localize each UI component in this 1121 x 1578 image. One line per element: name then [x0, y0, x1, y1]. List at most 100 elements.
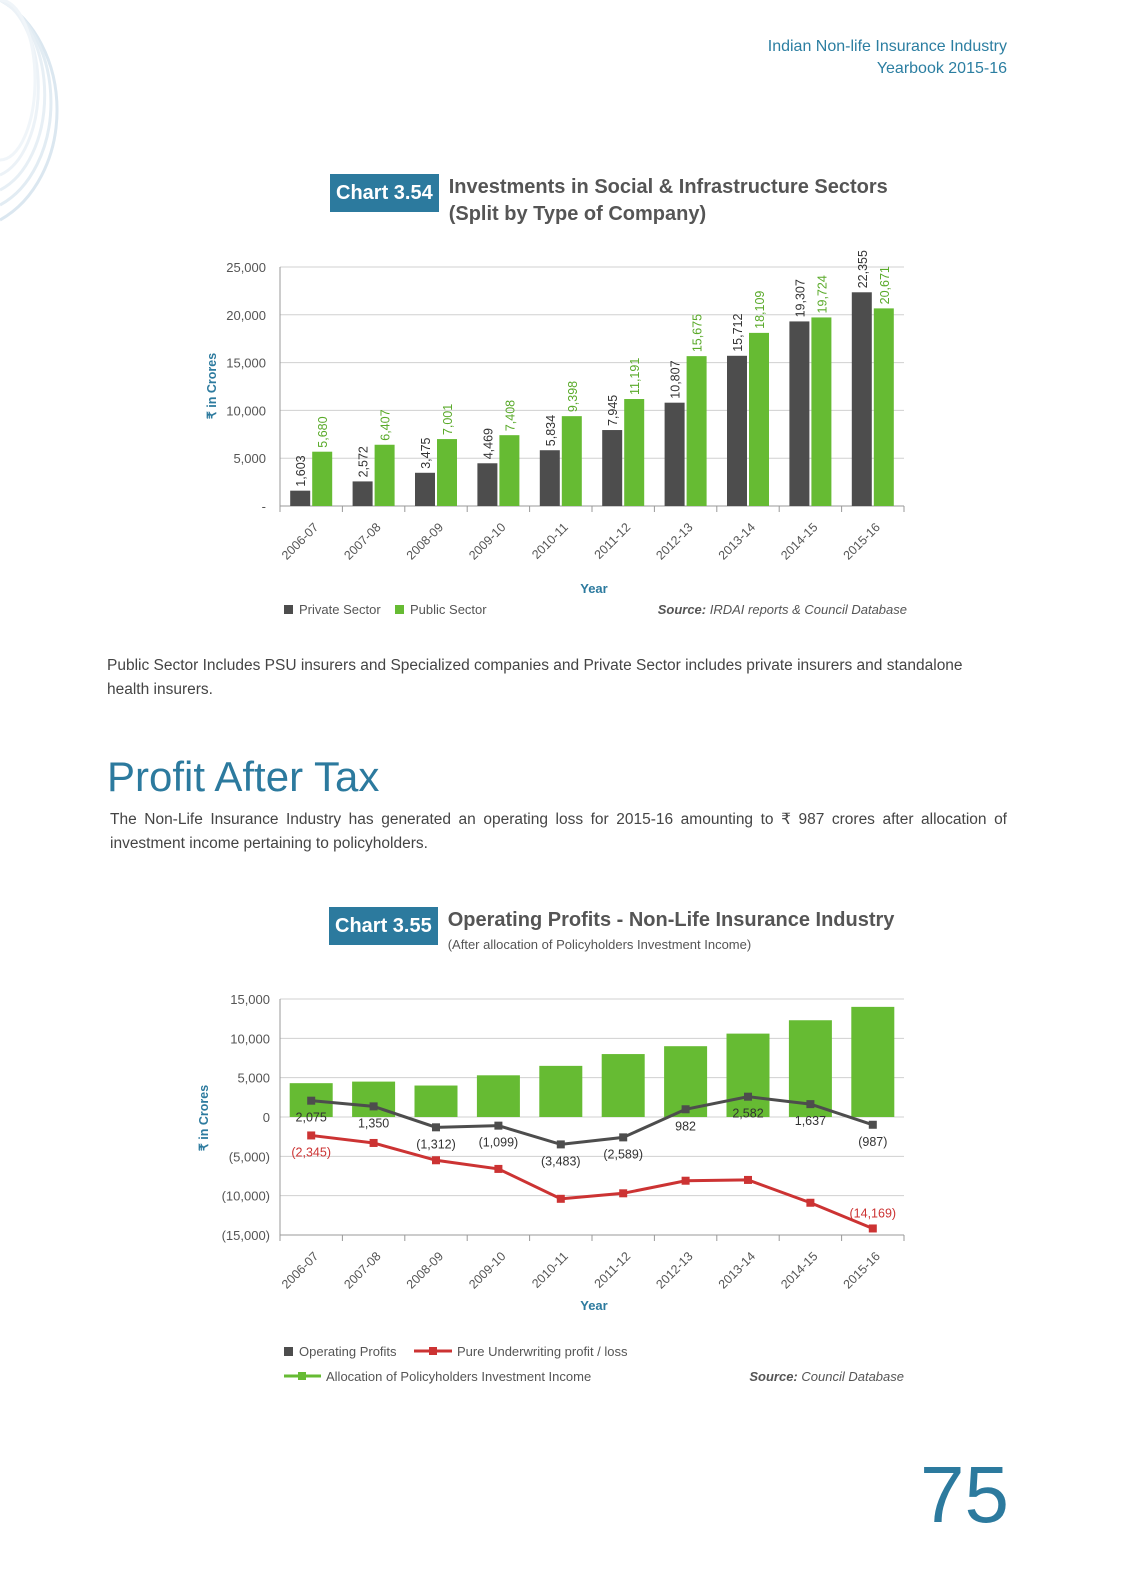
chart1-heading: Investments in Social & Infrastructure S… [449, 174, 888, 228]
chart2-legend-operating-profits: Operating Profits [299, 1344, 397, 1359]
chart1-data-label-public: 7,408 [503, 400, 517, 431]
chart2-source: Source: Council Database [749, 1369, 904, 1384]
chart2-point-operating-profits [744, 1092, 752, 1101]
chart2-data-label-operating-profits: (3,483) [541, 1154, 581, 1168]
chart1-bar-private [352, 481, 373, 506]
chart2-xtick-label: 2008-09 [404, 1249, 446, 1291]
chart1-bar-private [539, 450, 560, 506]
chart1-ytick-label: - [262, 499, 266, 514]
chart2-legend-swatch-operating-profits [284, 1347, 293, 1356]
page-number: 75 [920, 1450, 1009, 1539]
chart1-xtick-label: 2011-12 [592, 520, 634, 562]
chart1-bar-public [873, 308, 894, 506]
chart2-point-underwriting [681, 1176, 690, 1185]
chart2-bar-investment-income [476, 1075, 520, 1117]
chart2-xtick-label: 2011-12 [592, 1249, 634, 1291]
chart2-ytick-label: (5,000) [229, 1149, 270, 1164]
chart1-data-label-public: 9,398 [566, 381, 580, 412]
chart1-ylabel: ₹ in Crores [205, 353, 219, 419]
chart1-bar-public [686, 356, 707, 506]
chart2-data-label-operating-profits: 2,075 [296, 1111, 327, 1125]
chart1-data-label-private: 15,712 [731, 314, 745, 352]
chart1-xtick-label: 2007-08 [341, 520, 383, 562]
chart2-point-operating-profits [369, 1102, 378, 1111]
chart1-ytick-label: 25,000 [226, 260, 266, 275]
chart1-source: Source: IRDAI reports & Council Database [658, 602, 907, 617]
chart1-data-label-private: 2,572 [357, 446, 371, 477]
chart1-data-label-private: 19,307 [793, 279, 807, 317]
chart2-badge: Chart 3.55 [329, 907, 438, 945]
chart2-heading: Operating Profits - Non-Life Insurance I… [448, 907, 895, 954]
chart2-legend-swatch-underwriting [429, 1347, 437, 1355]
chart1-bar-public [437, 439, 457, 506]
chart1-data-label-public: 6,407 [379, 409, 393, 440]
chart1-xtick-label: 2008-09 [404, 520, 446, 562]
chart1-data-label-private: 7,945 [606, 395, 620, 426]
chart2-xtick-label: 2007-08 [341, 1249, 383, 1291]
chart1-legend-public: Public Sector [410, 602, 487, 617]
chart2-data-label-operating-profits: (1,312) [416, 1137, 456, 1151]
chart1-bar-private [851, 292, 872, 506]
chart1-data-label-public: 20,671 [878, 266, 892, 304]
chart2-point-operating-profits [556, 1140, 565, 1149]
chart1-data-label-private: 4,469 [481, 428, 495, 459]
chart2-data-label-operating-profits: (987) [858, 1135, 887, 1149]
chart2-source-text: Council Database [801, 1369, 904, 1384]
chart1-title-block: Chart 3.54 Investments in Social & Infra… [330, 174, 888, 228]
chart1-source-text: IRDAI reports & Council Database [710, 602, 907, 617]
chart1-data-label-public: 11,191 [628, 358, 642, 395]
chart2-point-underwriting [432, 1156, 440, 1165]
chart2-xtick-label: 2012-13 [653, 1249, 695, 1291]
chart1-svg: - 5,000 10,000 15,000 20,000 25,000 1,603 5,680… [205, 250, 907, 617]
chart2-bar-investment-income [851, 1006, 895, 1117]
chart1-title-line2: (Split by Type of Company) [448, 203, 707, 225]
chart2-point-underwriting [619, 1189, 628, 1198]
chart1-data-label-public: 7,001 [441, 404, 455, 435]
chart1-bar-public [624, 399, 645, 506]
chart2-xtick-label: 2015-16 [841, 1249, 883, 1291]
chart2-line-underwriting [311, 1133, 874, 1230]
chart2-ytick-label: (15,000) [222, 1228, 270, 1243]
chart2-ytick-label: (10,000) [222, 1189, 270, 1204]
chart2-bar-investment-income [726, 1033, 770, 1117]
chart1-ytick-label: 5,000 [233, 451, 266, 466]
chart1-bar-public [811, 317, 832, 506]
chart2-point-underwriting [806, 1198, 815, 1207]
chart2-svg: (15,000) (10,000) (5,000) 0 5,000 10,000 15,00… [197, 992, 905, 1384]
chart1-bar-public [374, 444, 395, 506]
chart2-point-operating-profits [806, 1100, 815, 1109]
chart2-point-underwriting [868, 1224, 877, 1233]
chart2-point-underwriting [744, 1175, 752, 1184]
chart1-title-line1: Investments in Social & Infrastructure S… [448, 176, 888, 198]
chart1-ytick-label: 10,000 [226, 403, 266, 418]
chart2-ytick-label: 5,000 [237, 1071, 270, 1086]
chart2-xtick-label: 2009-10 [466, 1249, 508, 1291]
chart2-data-label-operating-profits: 1,637 [795, 1114, 826, 1128]
chart2-xtick-label: 2014-15 [778, 1249, 820, 1291]
chart2-title-line1: Operating Profits - Non-Life Insurance I… [447, 909, 895, 931]
header-line-2: Yearbook 2015-16 [876, 60, 1007, 77]
chart1-badge: Chart 3.54 [330, 174, 439, 212]
chart1-data-label-public: 5,680 [316, 416, 330, 447]
chart1-data-label-public: 19,724 [815, 275, 829, 313]
chart2-point-underwriting [369, 1138, 378, 1147]
chart2-point-operating-profits [494, 1121, 503, 1130]
chart1-data-label-public: 18,109 [753, 291, 767, 329]
header-line-1: Indian Non-life Insurance Industry [767, 38, 1007, 55]
chart2-point-underwriting [494, 1164, 503, 1173]
chart2-legend-investment: Allocation of Policyholders Investment I… [326, 1369, 591, 1384]
chart2-data-label-operating-profits: (2,589) [603, 1147, 643, 1161]
chart1-xtick-label: 2006-07 [279, 520, 321, 562]
chart1-bar-private [664, 402, 685, 506]
section-title: Profit After Tax [107, 753, 380, 800]
chart1-xtick-label: 2015-16 [841, 520, 883, 562]
chart1-bar-private [415, 472, 435, 506]
chart1-xtick-label: 2009-10 [466, 520, 508, 562]
paragraph-2: The Non-Life Insurance Industry has gene… [110, 811, 1007, 852]
chart1-xtick-label: 2013-14 [716, 520, 758, 562]
chart1-bar-private [602, 430, 623, 506]
chart2-point-operating-profits [307, 1096, 316, 1105]
chart1-bar-public [312, 451, 333, 506]
chart2-subtitle: (After allocation of Policyholders Inves… [447, 937, 752, 952]
chart2-xtick-label: 2006-07 [279, 1249, 321, 1291]
